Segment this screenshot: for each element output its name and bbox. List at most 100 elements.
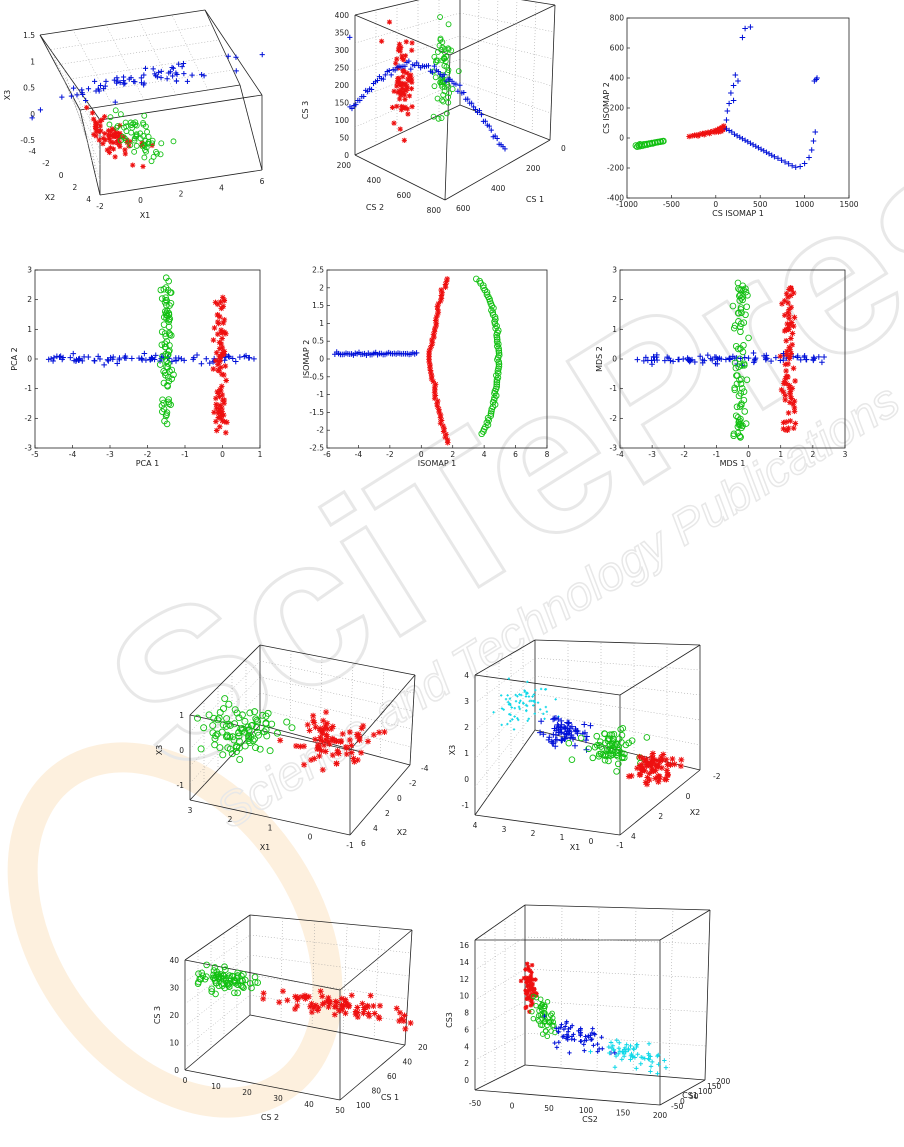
x-tick-label: 100 [356, 1101, 371, 1110]
red-star-point [636, 771, 643, 778]
red-star-point [311, 719, 318, 726]
red-star-point [398, 92, 404, 98]
green-circle-point [215, 975, 222, 983]
y-tick-label: 0 [319, 355, 324, 364]
green-circle-point [487, 410, 495, 417]
green-circle-point [158, 328, 166, 336]
green-circle-point [729, 302, 737, 310]
y-tick-label: -3 [25, 444, 33, 453]
green-circle-point [222, 733, 230, 741]
y-tick-label: 2 [612, 295, 617, 304]
blue-plus-point [537, 729, 544, 736]
blue-plus-point [259, 52, 265, 58]
red-star-point [354, 1009, 361, 1016]
cyan-dot-point [518, 707, 521, 711]
y-tick-label: -1 [317, 390, 325, 399]
x-tick-label: -2 [681, 450, 689, 459]
green-circle-point [210, 714, 218, 722]
red-star-point [346, 736, 353, 743]
red-star-point [443, 278, 450, 285]
cyan-plus-point [632, 1055, 638, 1060]
blue-plus-point [810, 354, 817, 361]
green-circle-point [246, 980, 254, 987]
red-star-point [409, 79, 415, 85]
red-star-point [636, 753, 643, 760]
blue-plus-point [561, 735, 568, 742]
axes-box-edge [99, 94, 263, 121]
red-star-point [409, 40, 415, 46]
blue-plus-point [648, 357, 655, 364]
y-tick-label: -4 [421, 764, 429, 773]
green-circle-point [488, 405, 496, 413]
green-circle-point [166, 331, 174, 338]
cyan-dot-point [519, 699, 522, 702]
blue-plus-point [581, 721, 588, 728]
red-star-point [319, 1001, 326, 1008]
gridline [495, 0, 499, 120]
green-circle-point [164, 351, 172, 359]
green-circle-point [734, 423, 742, 431]
y-tick-label: 1.5 [312, 301, 324, 310]
green-circle-point [221, 963, 228, 971]
red-star-point [211, 325, 218, 331]
red-star-point [395, 89, 401, 96]
blue-plus-point [558, 721, 565, 728]
red-star-point [643, 781, 650, 788]
green-circle-point [238, 724, 246, 732]
red-star-point [406, 78, 412, 84]
plot-pca: -5 -4 -3 -2 -1 0 1 -3 -2 -1 0 1 2 3 PCA 1 PCA 2 [0, 262, 275, 472]
cyan-plus-point [621, 1053, 627, 1059]
cyan-dot-point [533, 712, 536, 715]
red-star-point [625, 773, 632, 780]
axes-box-edge [444, 139, 551, 201]
red-star-point [299, 993, 306, 1000]
cyan-plus-point [628, 1043, 633, 1049]
red-star-point [441, 425, 448, 432]
blue-plus-point [811, 355, 818, 362]
red-star-point [367, 992, 374, 999]
axes-box-edge [354, 154, 446, 201]
red-star-point [221, 348, 228, 355]
x-tick-label: -3 [106, 450, 114, 459]
red-star-point [400, 74, 406, 80]
x-tick-label: 3 [188, 806, 193, 815]
cyan-dot-point [502, 708, 505, 711]
red-star-point [350, 755, 357, 762]
axes-box-edge [409, 674, 416, 766]
red-star-point [93, 133, 99, 139]
cyan-plus-point [631, 1047, 637, 1052]
blue-plus-point [170, 73, 176, 79]
cyan-dot-point [536, 701, 540, 704]
axes-box-edge [520, 0, 556, 6]
y-tick-label: -200 [607, 164, 624, 173]
green-circle-point [131, 148, 138, 155]
red-star-point [431, 395, 438, 402]
blue-plus-point [101, 86, 107, 92]
red-star-point [358, 725, 365, 732]
blue-plus-point [37, 107, 44, 113]
blue-plus-point [564, 1032, 570, 1037]
red-star-point [788, 395, 795, 402]
red-star-point [655, 778, 662, 785]
z-tick-label: 200 [335, 81, 350, 90]
green-circle-point [121, 124, 127, 131]
green-circle-point [236, 755, 244, 763]
green-circle-point [195, 970, 202, 977]
blue-plus-point [229, 355, 236, 362]
red-star-point [397, 48, 403, 54]
x-tick-label: -3 [648, 450, 656, 459]
blue-plus-point [563, 731, 570, 738]
green-circle-point [493, 376, 501, 384]
blue-plus-point [129, 355, 135, 362]
red-star-point [782, 392, 789, 399]
red-star-point [329, 723, 336, 730]
axes-box-edge [249, 1014, 406, 1046]
green-circle-point [443, 63, 450, 70]
red-star-point [649, 750, 656, 757]
red-star-point [348, 749, 355, 756]
red-star-point [221, 317, 228, 323]
red-star-point [219, 392, 226, 398]
blue-plus-point [502, 146, 508, 152]
red-star-point [401, 57, 407, 63]
green-circle-point [489, 399, 497, 406]
